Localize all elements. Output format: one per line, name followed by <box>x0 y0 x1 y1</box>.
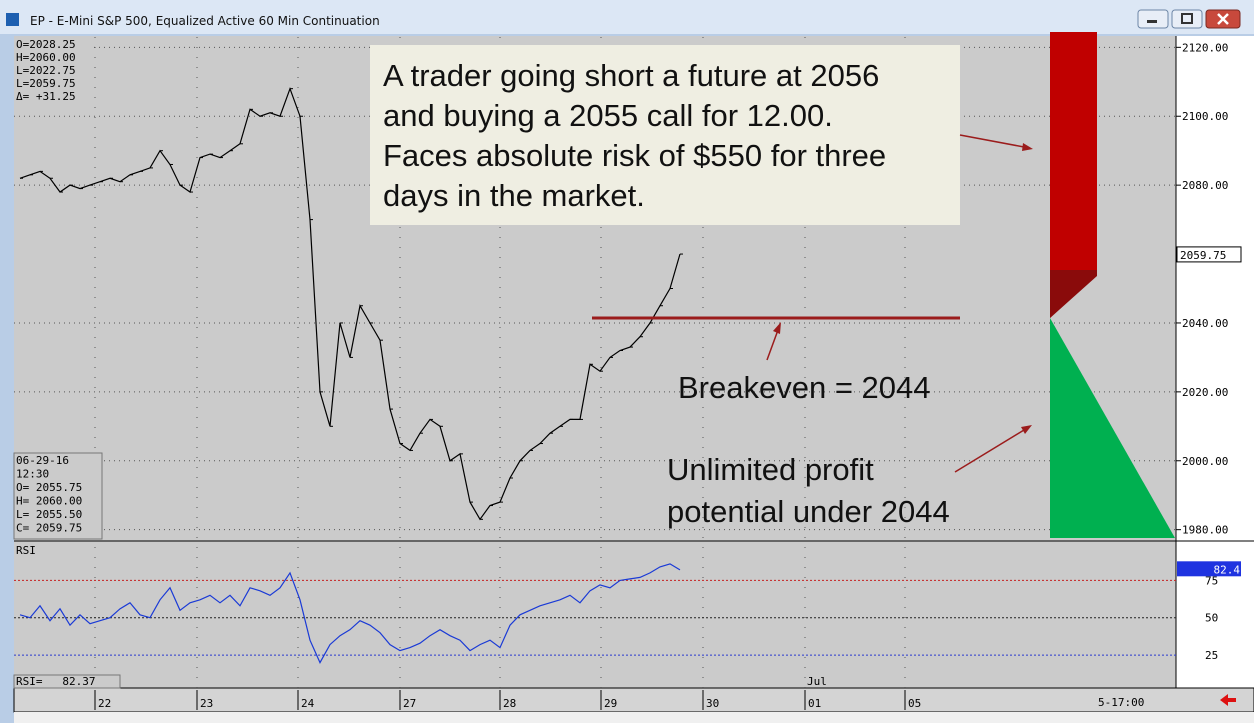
y-tick-label: 25 <box>1205 649 1218 662</box>
scroll-bar[interactable] <box>14 712 1254 723</box>
labels: 22 23 24 27 28 29 30 01 05 Jul 5-17:00 1980.00 2000.… <box>13 37 1242 710</box>
x-tick-label: 22 <box>98 697 111 710</box>
last-rsi-box <box>1177 561 1241 577</box>
readout: O=2028.25 <box>16 38 76 51</box>
y-tick-label: 2100.00 <box>1182 110 1228 123</box>
readout: RSI= 82.37 <box>16 675 95 688</box>
scroll-arrow[interactable] <box>1220 694 1236 706</box>
arrow <box>959 134 1025 148</box>
arrow-head <box>1021 425 1032 434</box>
minimize-icon <box>1147 20 1157 23</box>
readout: H= 2060.00 <box>16 495 82 508</box>
profit-wedge <box>1050 318 1175 538</box>
arrow <box>766 329 779 361</box>
y-tick-label: 50 <box>1205 612 1218 625</box>
time-label: 5-17:00 <box>1098 696 1144 709</box>
readout: Δ= +31.25 <box>16 90 76 103</box>
x-tick-label: 05 <box>908 697 921 710</box>
y-tick-label: 2120.00 <box>1182 41 1228 54</box>
readout-box <box>13 674 121 689</box>
y-tick-label: 75 <box>1205 574 1218 587</box>
annotations: A trader going short a future at 2056 an… <box>370 32 1175 538</box>
x-tick-label: 29 <box>604 697 617 710</box>
readout-box <box>14 37 94 105</box>
profit-label: potential under 2044 <box>667 494 950 529</box>
note-line: and buying a 2055 call for 12.00. <box>383 98 833 133</box>
readout: O= 2055.75 <box>16 481 82 494</box>
risk-bar-edge <box>1050 270 1097 318</box>
readout-box <box>13 452 103 540</box>
note-line: A trader going short a future at 2056 <box>383 58 879 93</box>
x-tick-label: 24 <box>301 697 315 710</box>
series <box>19 86 683 664</box>
close-icon <box>1217 13 1229 25</box>
arrow-head <box>1022 143 1033 151</box>
readout: L= 2055.50 <box>16 508 82 521</box>
rsi-line <box>19 563 681 664</box>
x-tick-label: 23 <box>200 697 213 710</box>
readout: L=2059.75 <box>16 77 76 90</box>
readout: H=2060.00 <box>16 51 76 64</box>
maximize-icon <box>1181 13 1193 24</box>
arrow <box>954 429 1025 473</box>
arrow-head <box>773 322 781 334</box>
x-tick-label: 01 <box>808 697 821 710</box>
breakeven-label: Breakeven = 2044 <box>678 370 931 405</box>
y-tick-label: 2080.00 <box>1182 179 1228 192</box>
last-price: 2059.75 <box>1180 249 1226 262</box>
app-icon <box>6 13 19 26</box>
y-tick-label: 2000.00 <box>1182 455 1228 468</box>
profit-label: Unlimited profit <box>667 452 874 487</box>
note-line: Faces absolute risk of $550 for three <box>383 138 886 173</box>
x-tick-label: 28 <box>503 697 516 710</box>
price-axis <box>1176 36 1254 688</box>
text-box <box>370 45 960 225</box>
readout: 06-29-16 <box>16 454 69 467</box>
last-price-box <box>1176 246 1242 263</box>
readout: 12:30 <box>16 468 49 481</box>
y-tick-label: 2020.00 <box>1182 386 1228 399</box>
window-title: EP - E-Mini S&P 500, Equalized Active 60… <box>30 14 380 28</box>
readout: C= 2059.75 <box>16 522 82 535</box>
minimize-button[interactable] <box>1137 9 1169 29</box>
readout: L=2022.75 <box>16 64 76 77</box>
y-tick-label: 2040.00 <box>1182 317 1228 330</box>
note-line: days in the market. <box>383 178 645 213</box>
x-tick-label: 27 <box>403 697 416 710</box>
x-tick-label: 30 <box>706 697 719 710</box>
y-tick-label: 1980.00 <box>1182 524 1228 537</box>
risk-bar <box>1050 32 1097 318</box>
maximize-button[interactable] <box>1171 9 1203 29</box>
last-rsi: 82.4 <box>1214 563 1241 576</box>
pane-label: RSI <box>16 544 36 557</box>
month-label: Jul <box>807 675 827 688</box>
time-axis <box>13 687 1254 713</box>
title-bar <box>0 0 1254 34</box>
